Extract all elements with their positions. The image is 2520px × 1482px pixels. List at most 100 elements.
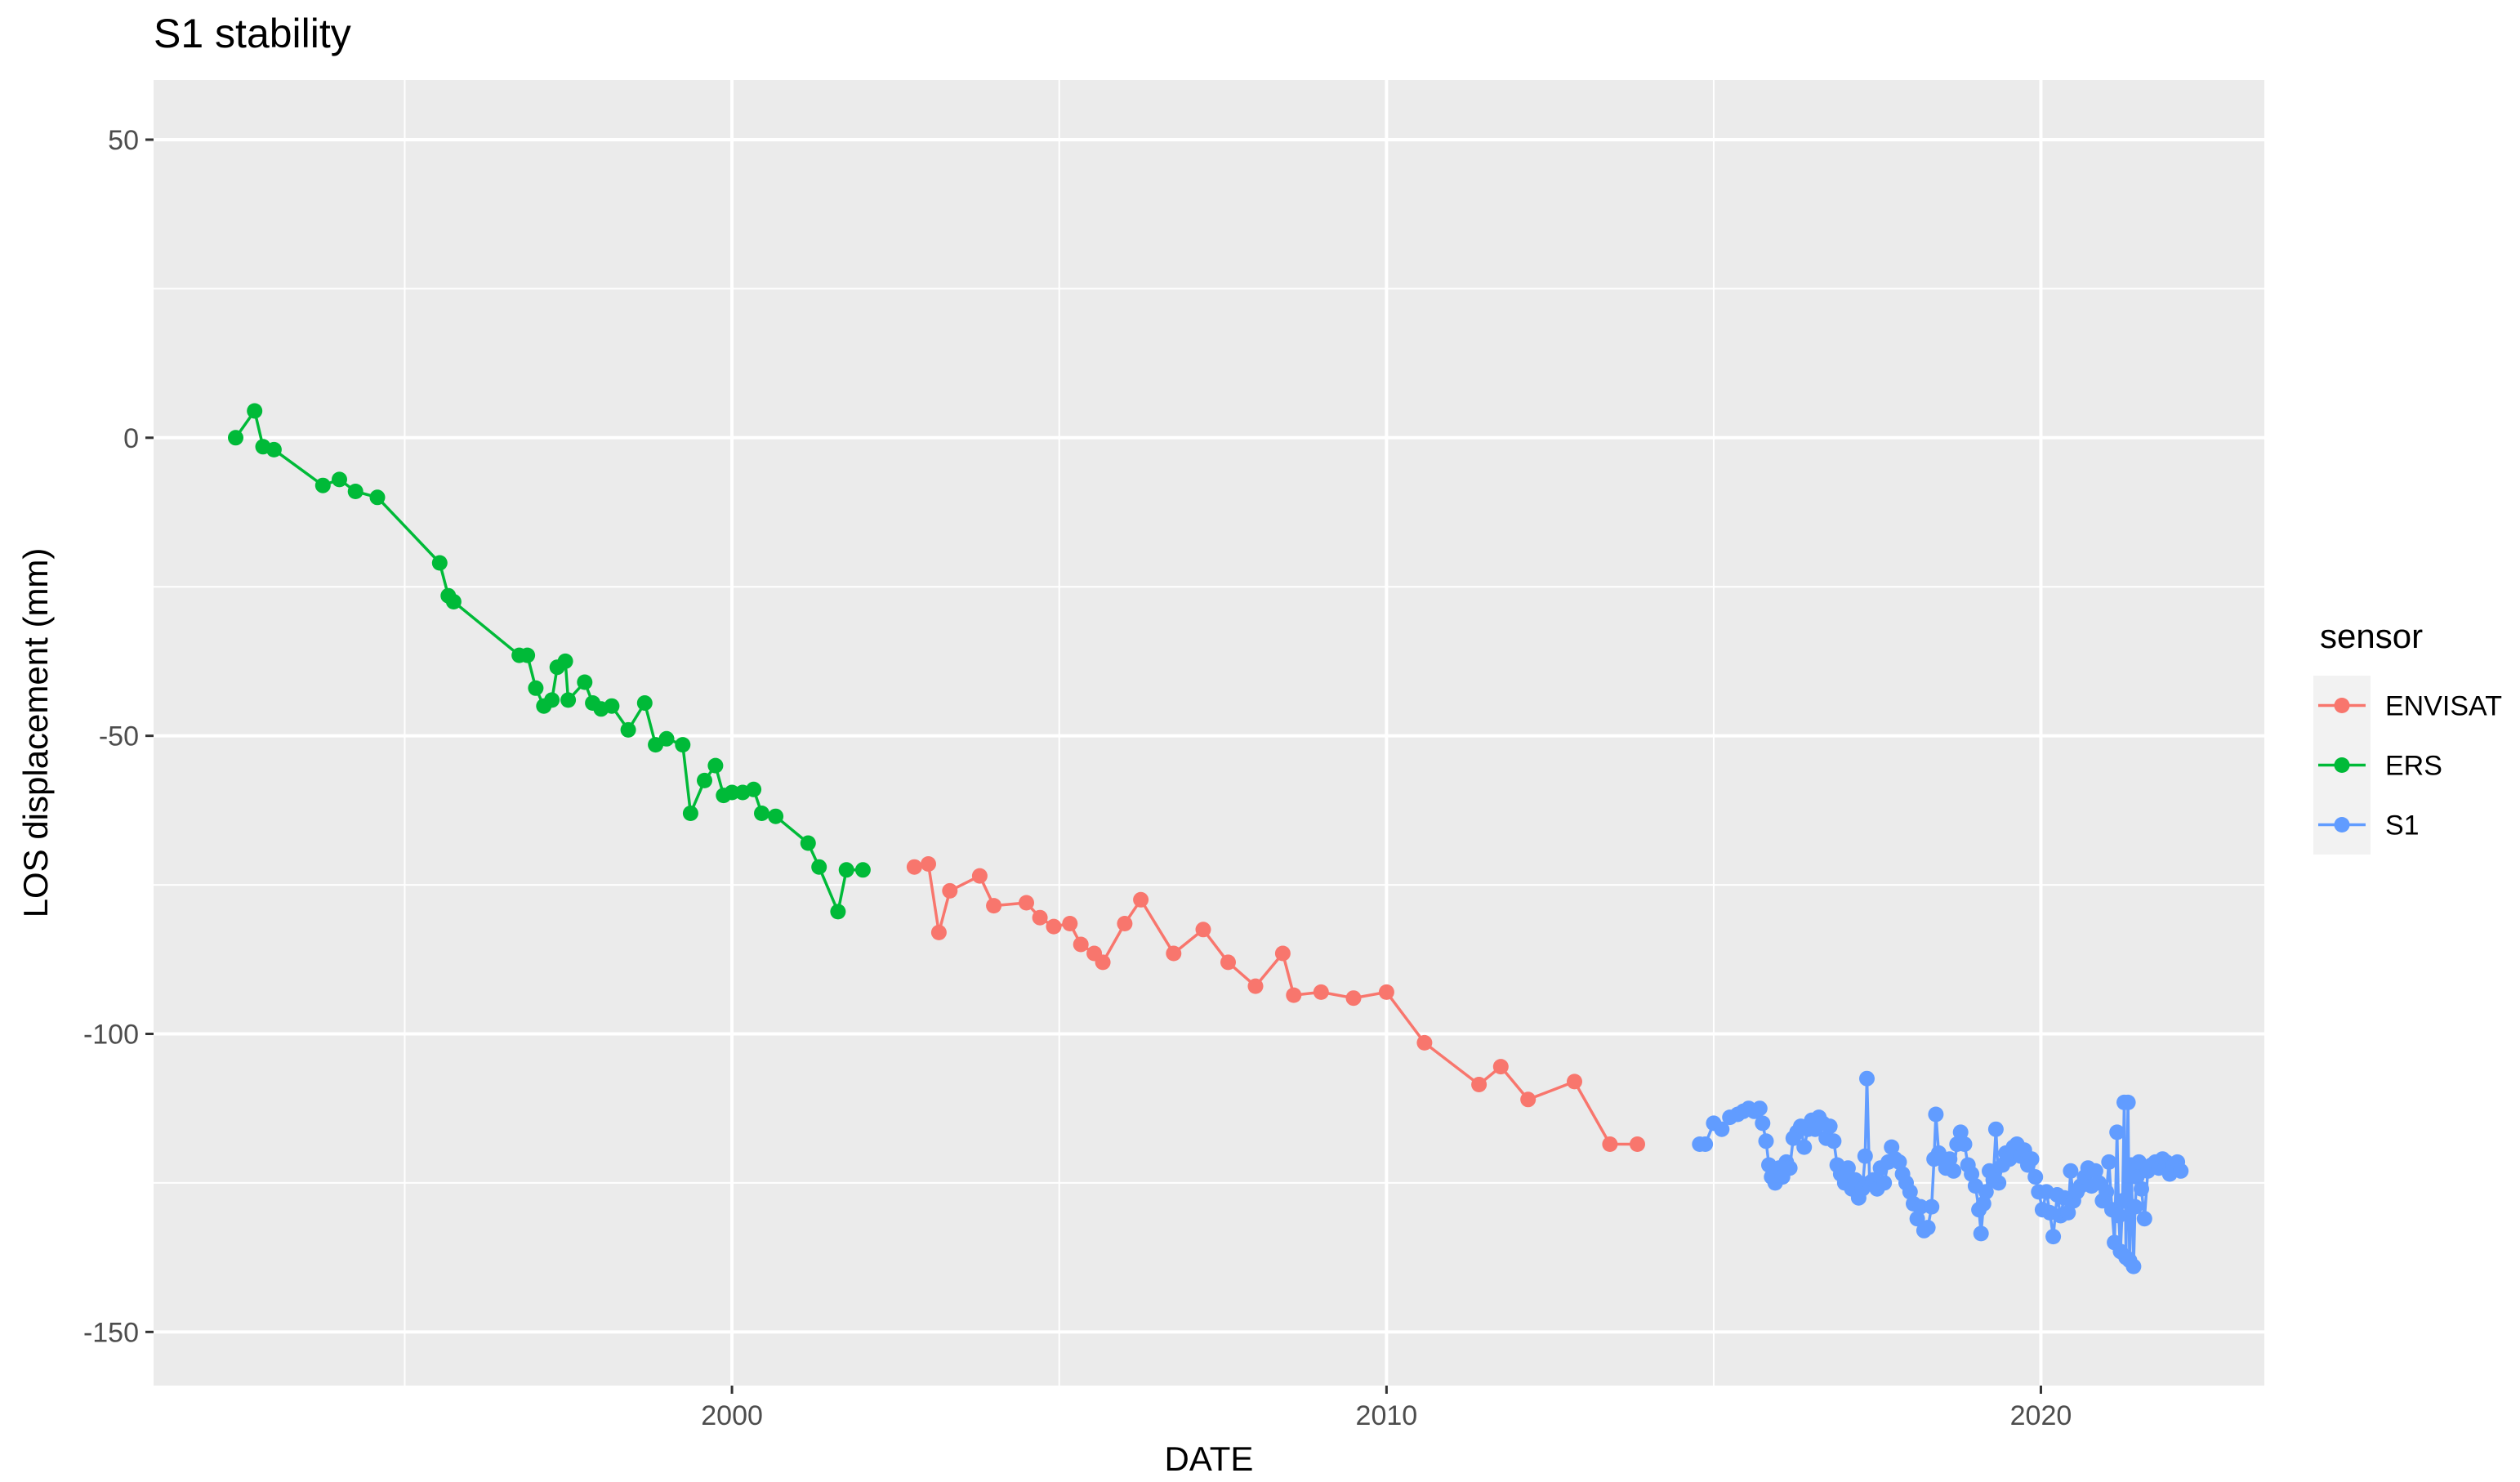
data-point: [1416, 1034, 1433, 1051]
data-point: [1697, 1136, 1714, 1152]
data-point: [930, 924, 947, 940]
data-point: [830, 904, 846, 920]
data-point: [520, 647, 536, 663]
data-point: [658, 730, 675, 747]
data-point: [921, 856, 936, 872]
data-point: [1952, 1124, 1969, 1141]
data-point: [906, 859, 922, 875]
data-point: [2109, 1124, 2125, 1141]
data-point: [2087, 1163, 2103, 1179]
data-point: [1755, 1115, 1771, 1132]
data-point: [1822, 1118, 1838, 1135]
y-axis-title: LOS displacement (mm): [16, 548, 55, 918]
y-tick-label: -150: [83, 1317, 139, 1348]
data-point: [1274, 945, 1291, 962]
data-point: [1286, 987, 1302, 1003]
data-point: [1924, 1199, 1940, 1215]
data-point: [557, 653, 573, 669]
data-point: [620, 721, 636, 738]
data-point: [604, 698, 620, 714]
data-point: [560, 692, 577, 708]
data-point: [431, 555, 448, 571]
data-point: [1345, 990, 1362, 1007]
grid-major: [154, 80, 2264, 1386]
data-point: [1859, 1070, 1875, 1087]
x-tick-label: 2000: [701, 1400, 763, 1431]
data-point: [1247, 978, 1264, 994]
grid-minor: [154, 80, 2264, 1386]
series-ers: [228, 403, 871, 920]
data-point: [1857, 1148, 1873, 1164]
plot-panel: [154, 80, 2264, 1386]
data-point: [1891, 1154, 1907, 1170]
y-tick-label: 0: [123, 423, 139, 454]
data-point: [1062, 916, 1078, 931]
data-point: [1751, 1100, 1768, 1117]
data-point: [228, 430, 243, 446]
data-point: [675, 737, 691, 753]
data-point: [1902, 1184, 1918, 1200]
data-point: [2173, 1163, 2189, 1179]
x-axis-title: DATE: [1165, 1440, 1254, 1478]
data-point: [1826, 1133, 1842, 1149]
y-tick-label: -50: [99, 721, 139, 752]
data-point: [332, 471, 347, 488]
data-point: [2120, 1094, 2136, 1110]
legend-label: ERS: [2385, 751, 2442, 782]
data-point: [2045, 1229, 2062, 1245]
legend-key-point: [2334, 757, 2350, 773]
data-point: [2136, 1211, 2152, 1227]
chart-title: S1 stability: [154, 11, 351, 56]
y-tick-label: 50: [108, 125, 139, 156]
data-point: [697, 772, 712, 788]
data-point: [1166, 945, 1182, 962]
data-point: [1567, 1074, 1582, 1090]
data-point: [1884, 1139, 1900, 1155]
y-tick-label: -100: [83, 1019, 139, 1050]
data-point: [247, 403, 263, 419]
data-point: [1630, 1136, 1645, 1152]
data-point: [1195, 922, 1211, 938]
data-point: [1942, 1151, 1958, 1167]
data-point: [1978, 1184, 1994, 1200]
data-point: [724, 784, 740, 801]
data-point: [1714, 1121, 1730, 1137]
series-layer: [228, 403, 2189, 1274]
data-point: [800, 835, 816, 851]
data-point: [314, 477, 331, 493]
data-point: [1840, 1160, 1856, 1176]
data-point: [768, 808, 784, 824]
data-point: [347, 484, 364, 499]
data-point: [1973, 1225, 1989, 1242]
data-point: [1492, 1059, 1509, 1075]
data-point: [2023, 1151, 2040, 1167]
data-point: [544, 692, 560, 708]
legend-label: ENVISAT: [2385, 691, 2502, 722]
data-point: [854, 862, 871, 878]
x-tick-label: 2010: [1356, 1400, 1418, 1431]
legend: sensor ENVISAT ERS S1: [2313, 617, 2502, 855]
data-point: [707, 757, 724, 774]
data-point: [528, 680, 544, 696]
data-point: [369, 489, 386, 506]
legend-label: S1: [2385, 810, 2420, 841]
data-point: [1520, 1091, 1537, 1108]
y-axis: 50 0 -50 -100 -150: [83, 125, 154, 1348]
data-point: [2063, 1163, 2079, 1179]
data-point: [1313, 984, 1329, 1000]
data-point: [2134, 1181, 2149, 1197]
data-point: [1876, 1175, 1893, 1191]
data-point: [1032, 909, 1048, 926]
data-point: [1378, 984, 1394, 1000]
data-point: [2125, 1258, 2142, 1274]
data-point: [754, 806, 769, 821]
data-point: [1471, 1077, 1487, 1092]
data-point: [1019, 895, 1034, 911]
data-point: [1964, 1166, 1980, 1182]
data-point: [1991, 1175, 2007, 1191]
data-point: [2127, 1199, 2143, 1215]
data-point: [1046, 918, 1062, 935]
data-point: [1220, 954, 1236, 971]
data-point: [636, 695, 653, 711]
data-point: [2060, 1204, 2076, 1221]
